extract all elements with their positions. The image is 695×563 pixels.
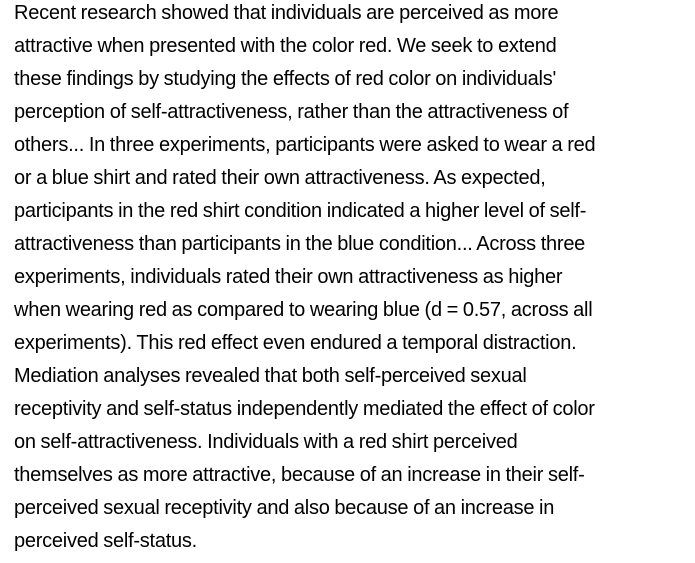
text-line: participants in the red shirt condition …: [14, 200, 587, 222]
text-line: experiments, individuals rated their own…: [14, 266, 563, 288]
text-line: attractiveness than participants in the …: [14, 233, 586, 255]
text-line: experiments). This red effect even endur…: [14, 332, 577, 354]
text-line: when wearing red as compared to wearing …: [14, 299, 593, 321]
abstract-paragraph: Recent research showed that individuals …: [14, 0, 695, 563]
text-line: perception of self-attractiveness, rathe…: [14, 101, 569, 123]
text-line: or a blue shirt and rated their own attr…: [14, 167, 546, 189]
text-line: perceived sexual receptivity and also be…: [14, 497, 555, 519]
text-line: these findings by studying the effects o…: [14, 68, 557, 90]
text-line: Recent research showed that individuals …: [14, 2, 559, 24]
text-line: others... In three experiments, particip…: [14, 134, 596, 156]
text-line: attractive when presented with the color…: [14, 35, 557, 57]
text-line: themselves as more attractive, because o…: [14, 464, 585, 486]
text-line: receptivity and self-status independentl…: [14, 398, 595, 420]
text-line: Mediation analyses revealed that both se…: [14, 365, 527, 387]
text-line: perceived self-status.: [14, 530, 197, 552]
text-line: on self-attractiveness. Individuals with…: [14, 431, 518, 453]
